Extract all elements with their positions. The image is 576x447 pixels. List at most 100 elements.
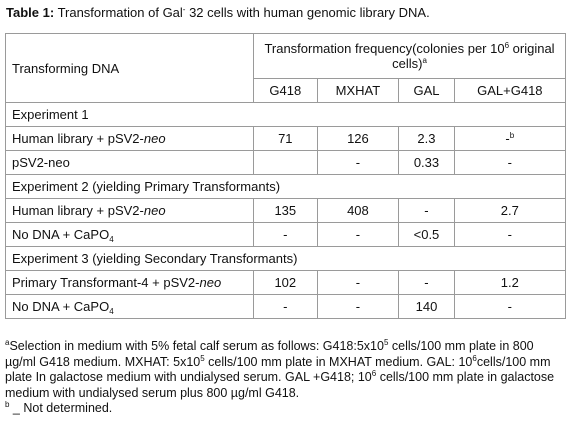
value-cell: 2.7 [453,198,567,223]
label-cell: No DNA + CaPO4 [5,222,254,247]
cell-text: - [507,227,512,242]
label-cell: pSV2-neo [5,150,254,175]
value-cell: - [316,294,400,319]
value-cell: - [316,222,400,247]
text-segment: cells/100 mm plate in galactose medium w… [5,370,555,400]
value-cell: - [453,294,567,319]
cell-text: 1.2 [500,275,519,290]
cell-text: 71 [278,131,293,146]
table-row: No DNA + CaPO4 - - 140 - [5,294,567,319]
text-segment: cells/100 mm plate In galactose medium w… [5,354,551,385]
value-cell: <0.5 [398,222,455,247]
value-cell: - [316,150,400,175]
section-cell: Experiment 1 [5,102,566,127]
italic-text: neo [199,275,222,290]
footnote: aSelection in medium with 5% fetal calf … [5,339,561,401]
superscript: 5 [200,353,205,363]
cell-text: - [283,227,288,242]
footnote: b _ Not determined. [5,401,561,417]
section-cell: Experiment 3 (yielding Secondary Transfo… [5,246,566,271]
value-cell: - [453,222,567,247]
cell-text: - [355,275,361,290]
superscript: a [5,338,10,347]
cell-text: - [507,155,512,170]
value-cell [253,150,318,175]
value-cell: - [398,270,455,295]
italic-text: neo [143,203,166,218]
cell-text: Experiment 2 (yielding Primary Transform… [12,179,281,194]
superscript: 6 [371,369,377,378]
text-segment: Transformation of Gal [57,5,183,20]
text-segment: 32 cells with human genomic library DNA. [185,5,430,20]
column-header: GAL [398,78,455,103]
subscript: 4 [109,307,114,316]
cell-text: Experiment 3 (yielding Secondary Transfo… [12,251,298,266]
cell-text: 0.33 [413,155,440,170]
cell-text: 135 [274,203,297,218]
header-text: Transforming DNA [12,60,120,76]
table-row: Experiment 2 (yielding Primary Transform… [5,174,566,199]
value-cell: - [398,198,455,223]
header-row: Transforming DNA Transformation frequency… [5,33,566,103]
value-cell: - [453,150,567,175]
table-label: Table 1: [6,5,55,20]
superscript: b [509,131,515,140]
table-row: pSV2-neo - 0.33 - [5,150,567,175]
superscript: b [5,400,10,409]
header-text: GAL+G418 [477,83,543,98]
table-row: Human library + pSV2-neo 71 126 2.3 -b [5,126,567,151]
text-segment: No DNA + CaPO [12,227,110,242]
value-cell: 135 [253,198,318,223]
value-cell: - [253,294,318,319]
value-cell: - [316,270,400,295]
italic-text: neo [143,131,166,146]
group-header: Transformation frequency(colonies per 10… [253,33,566,79]
text-segment: cells/100 mm plate in MXHAT medium. GAL:… [204,354,473,369]
value-cell: 2.3 [398,126,455,151]
value-cell: 408 [316,198,400,223]
value-cell: 71 [253,126,318,151]
header-text: G418 [269,83,302,98]
superscript: a [422,56,427,65]
cell-text: - [424,203,429,218]
text-segment: Primary Transformant-4 + pSV2- [12,275,200,290]
text-segment: Selection in medium with 5% fetal calf s… [9,339,384,353]
text-segment: - [505,131,510,146]
text-segment: _ Not determined. [9,401,113,415]
footnotes: aSelection in medium with 5% fetal calf … [5,339,561,417]
cell-text: - [424,275,429,290]
cell-text: 408 [347,203,369,218]
title-text: Transformation of Gal- 32 cells with hum… [58,5,430,20]
column-header: GAL+G418 [453,78,567,103]
table-row: Experiment 3 (yielding Secondary Transfo… [5,246,566,271]
label-cell: Human library + pSV2-neo [5,126,254,151]
cell-text: Experiment 1 [12,107,89,122]
cell-text: <0.5 [413,227,440,242]
superscript: - [182,5,186,14]
table-row: Primary Transformant-4 + pSV2-neo 102 - - 1.… [5,270,567,295]
column-header: G418 [253,78,318,103]
superscript: 6 [504,41,510,50]
row-header: Transforming DNA [5,33,254,103]
header-text: GAL [413,83,440,98]
text-segment: Human library + pSV2- [12,203,144,218]
superscript: 5 [383,338,389,347]
superscript: 6 [472,353,477,363]
text-segment: Transformation frequency(colonies per 10 [264,41,505,56]
section-cell: Experiment 2 (yielding Primary Transform… [5,174,566,199]
table-title: Table 1: Transformation of Gal- 32 cells… [6,5,430,20]
table-row: Human library + pSV2-neo 135 408 - 2.7 [5,198,567,223]
cell-text: - [355,155,361,170]
label-cell: No DNA + CaPO4 [5,294,254,319]
data-table: Transforming DNA Transformation frequency… [5,33,567,319]
cell-text: - [355,299,361,314]
text-segment: original cells) [392,41,555,71]
table-row: No DNA + CaPO4 - - <0.5 - [5,222,567,247]
cell-text: 102 [274,275,297,290]
text-segment: pSV2-neo [12,155,70,170]
cell-text: - [507,299,512,314]
value-cell: -b [453,126,567,151]
column-header: MXHAT [316,78,400,103]
